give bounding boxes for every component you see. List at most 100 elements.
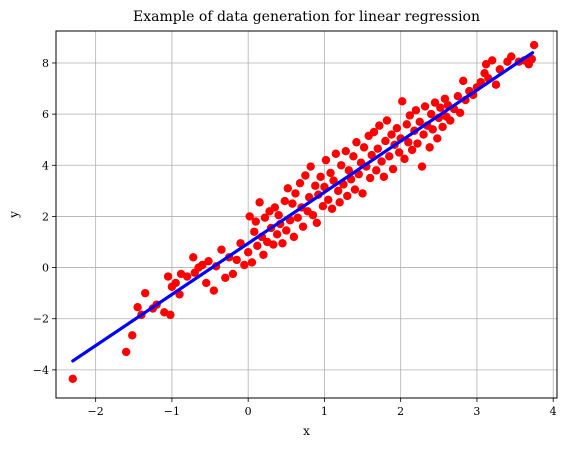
data-point bbox=[426, 109, 436, 119]
plot-area bbox=[55, 30, 558, 399]
data-point bbox=[392, 123, 402, 133]
fit-line-series bbox=[71, 51, 535, 363]
data-point bbox=[407, 145, 417, 155]
data-point bbox=[209, 286, 219, 295]
data-point bbox=[491, 80, 501, 89]
data-point bbox=[367, 150, 376, 160]
data-point bbox=[240, 260, 249, 270]
scatter-series bbox=[68, 40, 539, 384]
data-point bbox=[283, 184, 293, 193]
data-point bbox=[375, 121, 384, 130]
data-point bbox=[141, 288, 150, 298]
y-tick-label: 2 bbox=[42, 210, 49, 223]
y-tick-label: −4 bbox=[33, 364, 49, 377]
data-point bbox=[388, 164, 398, 174]
data-point bbox=[438, 122, 447, 132]
data-point bbox=[68, 374, 77, 384]
data-point bbox=[373, 144, 382, 153]
data-point bbox=[459, 76, 468, 86]
data-point bbox=[455, 108, 465, 118]
data-point bbox=[413, 139, 422, 148]
data-point bbox=[326, 168, 335, 178]
data-point bbox=[377, 157, 386, 166]
data-point bbox=[415, 117, 424, 126]
data-point bbox=[232, 255, 241, 265]
data-point bbox=[372, 166, 381, 175]
data-point bbox=[487, 56, 497, 65]
data-point bbox=[329, 176, 338, 185]
data-point bbox=[419, 130, 428, 139]
data-point bbox=[316, 172, 325, 181]
data-point bbox=[411, 106, 421, 115]
data-point bbox=[204, 256, 213, 266]
data-point bbox=[382, 116, 392, 125]
axis-ticks: −2 −1 0 1 2 3 4 −4 −2 0 2 4 6 8 bbox=[33, 57, 557, 418]
x-axis-label: x bbox=[303, 424, 310, 438]
data-point bbox=[385, 152, 394, 161]
data-point bbox=[349, 152, 358, 161]
data-point bbox=[369, 127, 379, 137]
data-point bbox=[182, 272, 192, 281]
data-point bbox=[481, 60, 491, 69]
x-tick-label: −2 bbox=[88, 405, 104, 418]
data-point bbox=[400, 154, 409, 164]
data-point bbox=[255, 198, 264, 207]
data-point bbox=[128, 331, 137, 340]
y-axis-label: y bbox=[7, 211, 21, 219]
data-point bbox=[288, 199, 297, 208]
data-point bbox=[282, 226, 291, 235]
data-point bbox=[359, 143, 369, 152]
data-point bbox=[453, 92, 463, 101]
x-tick-label: −1 bbox=[164, 405, 180, 418]
data-point bbox=[171, 278, 180, 288]
data-point bbox=[381, 136, 390, 146]
data-point bbox=[121, 347, 131, 357]
data-point bbox=[350, 185, 360, 194]
data-point bbox=[245, 212, 254, 221]
data-point bbox=[425, 143, 434, 152]
data-point bbox=[387, 130, 396, 139]
data-point bbox=[341, 147, 350, 156]
data-point bbox=[352, 138, 361, 147]
data-point bbox=[331, 149, 341, 158]
data-point bbox=[298, 222, 308, 231]
data-point bbox=[321, 155, 331, 165]
data-point bbox=[274, 210, 283, 220]
data-point bbox=[365, 173, 375, 183]
data-point bbox=[405, 111, 415, 120]
x-tick-label: 4 bbox=[550, 405, 557, 418]
data-point bbox=[430, 98, 440, 107]
data-point bbox=[289, 232, 299, 242]
data-point bbox=[202, 278, 211, 288]
data-point bbox=[420, 102, 430, 111]
data-point bbox=[333, 186, 343, 196]
data-point bbox=[440, 94, 450, 103]
fit-line bbox=[71, 51, 535, 363]
x-tick-label: 2 bbox=[397, 405, 404, 418]
y-tick-label: 0 bbox=[42, 262, 49, 275]
x-tick-label: 3 bbox=[473, 405, 480, 418]
data-point bbox=[217, 245, 226, 254]
data-point bbox=[293, 213, 302, 222]
data-point bbox=[379, 172, 389, 181]
data-point bbox=[446, 116, 455, 125]
data-point bbox=[221, 273, 230, 282]
x-tick-label: 1 bbox=[321, 405, 328, 418]
y-tick-label: 6 bbox=[42, 108, 49, 121]
data-point bbox=[428, 125, 437, 134]
data-point bbox=[402, 120, 411, 129]
data-point bbox=[251, 217, 260, 226]
data-point bbox=[312, 218, 321, 228]
data-point bbox=[529, 40, 539, 50]
data-point bbox=[250, 227, 259, 236]
data-point bbox=[436, 103, 445, 112]
data-point bbox=[189, 253, 198, 262]
data-point bbox=[163, 272, 173, 281]
data-point bbox=[270, 203, 280, 212]
data-point bbox=[398, 97, 407, 106]
data-point bbox=[291, 189, 300, 198]
data-point bbox=[527, 54, 537, 64]
grid bbox=[56, 31, 557, 398]
data-point bbox=[133, 303, 142, 312]
